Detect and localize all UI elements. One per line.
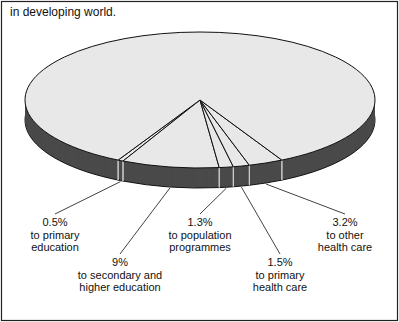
data-label: 9%: [112, 256, 128, 268]
leader-line: [241, 187, 280, 254]
category-label: to secondary andhigher education: [78, 269, 162, 294]
frame: [2, 2, 398, 321]
category-label-line: to secondary and: [78, 269, 162, 281]
pie: [25, 32, 375, 188]
side-edge: [233, 167, 234, 187]
category-label-line: health care: [253, 281, 307, 293]
labels: 0.5%to primaryeducation9%to secondary an…: [31, 182, 373, 293]
category-label: to primaryeducation: [31, 229, 80, 254]
category-label-line: to primary: [31, 229, 80, 241]
data-label: 0.5%: [42, 216, 67, 228]
side-edge: [281, 160, 282, 180]
category-label: to primaryhealth care: [253, 269, 307, 294]
subtitle: in developing world.: [10, 5, 116, 19]
side-edge: [118, 160, 119, 180]
side-edge: [123, 161, 124, 181]
category-label-line: to primary: [256, 269, 305, 281]
category-label-line: to population: [169, 229, 232, 241]
side-edge: [233, 167, 234, 187]
category-label-line: to other: [326, 229, 364, 241]
side-edge: [123, 161, 124, 181]
data-label: 1.3%: [187, 216, 212, 228]
leader-line: [55, 182, 121, 214]
category-label: to otherhealth care: [318, 229, 372, 254]
pie-top: [25, 32, 375, 168]
side-edge: [219, 168, 220, 188]
category-label-line: programmes: [169, 241, 231, 253]
leader-line: [266, 184, 345, 214]
side-edge: [281, 160, 282, 180]
side-edge: [249, 165, 250, 185]
leader-line: [200, 188, 226, 214]
pie-side: [25, 33, 375, 169]
side-edge: [219, 168, 220, 188]
data-label: 3.2%: [332, 216, 357, 228]
category-label-line: higher education: [79, 281, 160, 293]
data-label: 1.5%: [267, 256, 292, 268]
side-edge: [249, 165, 250, 185]
side-edge: [118, 160, 119, 180]
category-label: to populationprogrammes: [169, 229, 232, 254]
slice: [25, 32, 375, 160]
leader-line: [120, 188, 170, 254]
category-label-line: education: [31, 241, 79, 253]
category-label-line: health care: [318, 241, 372, 253]
chart: in developing world.0.5%to primaryeducat…: [0, 0, 399, 322]
